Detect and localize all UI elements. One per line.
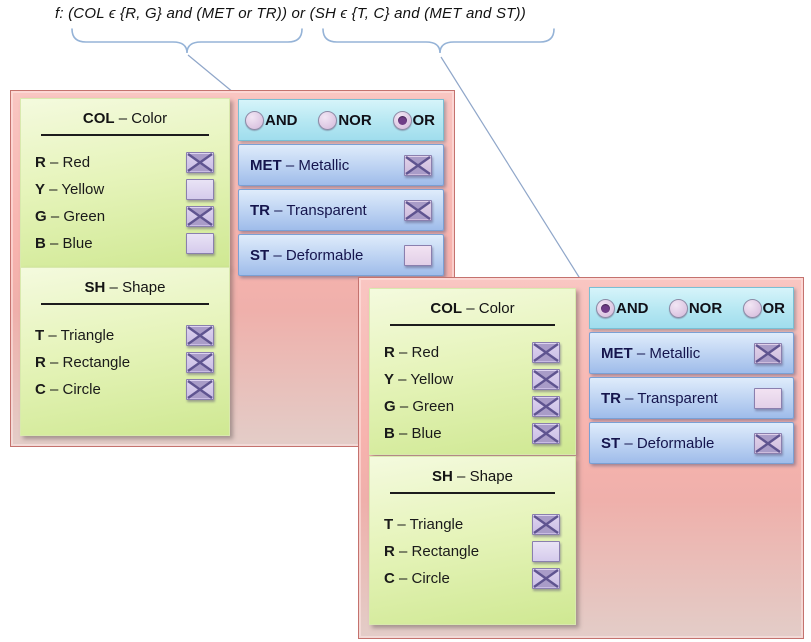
right-met-row: MET – Metallic — [589, 332, 794, 374]
nor-radio-icon[interactable] — [318, 110, 338, 130]
right-sh-item-rectangle: R – Rectangle — [370, 538, 575, 565]
left-col-header-code: COL — [82, 110, 115, 127]
left-sh-box: SH – Shape T – Triangle R – Rectangle C … — [20, 267, 230, 436]
right-brace — [322, 28, 555, 54]
left-sh-item-triangle: T – Triangle — [21, 322, 229, 349]
right-met-checkbox[interactable] — [754, 342, 782, 364]
left-col-item-yellow: Y – Yellow — [21, 176, 229, 203]
right-connector-line — [440, 56, 585, 286]
right-col-item-blue: B – Blue — [370, 420, 575, 447]
left-col-green-checkbox[interactable] — [186, 206, 214, 227]
left-st-row: ST – Deformable — [238, 234, 444, 276]
left-logic-radio-row: AND NOR OR — [238, 99, 444, 141]
right-col-yellow-checkbox[interactable] — [532, 369, 560, 390]
right-sh-header: SH – Shape — [432, 468, 513, 485]
checkbox-x-icon — [533, 515, 559, 534]
left-col-item-blue: B – Blue — [21, 230, 229, 257]
right-col-blue-checkbox[interactable] — [532, 423, 560, 444]
or-radio-icon[interactable] — [742, 298, 762, 318]
right-st-checkbox[interactable] — [754, 432, 782, 454]
checkbox-x-icon — [187, 326, 213, 345]
left-tr-row: TR – Transparent — [238, 189, 444, 231]
right-radio-option-and[interactable]: AND — [596, 298, 649, 318]
right-col-item-yellow: Y – Yellow — [370, 366, 575, 393]
right-logic-radio-row: AND NOR OR — [589, 287, 794, 329]
checkbox-x-icon — [187, 153, 213, 172]
left-met-checkbox[interactable] — [404, 154, 432, 176]
left-sh-circle-checkbox[interactable] — [186, 379, 214, 400]
left-col-header-rest: – Color — [114, 110, 168, 127]
left-sh-item-circle: C – Circle — [21, 376, 229, 403]
checkbox-x-icon — [187, 207, 213, 226]
left-sh-header: SH – Shape — [84, 279, 166, 296]
right-sh-underline — [390, 492, 555, 494]
checkbox-x-icon — [533, 397, 559, 416]
right-col-underline — [390, 324, 555, 326]
left-met-row: MET – Metallic — [238, 144, 444, 186]
checkbox-x-icon — [187, 353, 213, 372]
left-radio-option-nor[interactable]: NOR — [318, 110, 372, 130]
right-col-item-green: G – Green — [370, 393, 575, 420]
right-tr-checkbox[interactable] — [754, 387, 782, 409]
checkbox-x-icon — [405, 155, 431, 175]
right-col-red-checkbox[interactable] — [532, 342, 560, 363]
left-sh-rectangle-checkbox[interactable] — [186, 352, 214, 373]
checkbox-x-icon — [755, 343, 781, 363]
checkbox-x-icon — [533, 343, 559, 362]
right-radio-option-or[interactable]: OR — [742, 298, 785, 318]
right-sh-rectangle-checkbox[interactable] — [532, 541, 560, 562]
left-col-underline — [41, 134, 209, 136]
left-col-header: COL – Color — [21, 99, 229, 127]
right-logic-group: AND NOR OR MET – Metallic TR – Transpare… — [589, 287, 794, 467]
checkbox-x-icon — [533, 569, 559, 588]
left-tr-checkbox[interactable] — [404, 199, 432, 221]
right-col-box: COL – Color R – Red Y – Yellow G – Green… — [369, 288, 576, 455]
right-col-item-red: R – Red — [370, 339, 575, 366]
checkbox-x-icon — [187, 380, 213, 399]
left-radio-option-and[interactable]: AND — [245, 110, 298, 130]
and-radio-icon[interactable] — [245, 110, 264, 130]
left-brace — [71, 28, 303, 54]
left-col-item-green: G – Green — [21, 203, 229, 230]
right-sh-box: SH – Shape T – Triangle R – Rectangle C … — [369, 456, 576, 625]
left-st-checkbox[interactable] — [404, 244, 432, 266]
right-clause-panel: COL – Color R – Red Y – Yellow G – Green… — [358, 277, 804, 639]
right-sh-item-circle: C – Circle — [370, 565, 575, 592]
left-connector-line — [187, 54, 235, 94]
right-radio-option-nor[interactable]: NOR — [668, 298, 722, 318]
left-radio-option-or[interactable]: OR — [392, 110, 435, 130]
right-sh-item-triangle: T – Triangle — [370, 511, 575, 538]
and-radio-icon[interactable] — [596, 298, 615, 318]
right-sh-triangle-checkbox[interactable] — [532, 514, 560, 535]
left-col-item-red: R – Red — [21, 149, 229, 176]
right-col-green-checkbox[interactable] — [532, 396, 560, 417]
checkbox-x-icon — [755, 433, 781, 453]
left-clause-panel: COL – Color R – Red Y – Yellow G – Green… — [10, 90, 455, 447]
left-logic-group: AND NOR OR MET – Metallic TR – Transpare… — [238, 99, 444, 279]
checkbox-x-icon — [533, 424, 559, 443]
right-tr-row: TR – Transparent — [589, 377, 794, 419]
checkbox-x-icon — [405, 200, 431, 220]
left-col-box: COL – Color R – Red Y – Yellow G – Green… — [20, 98, 230, 268]
left-col-blue-checkbox[interactable] — [186, 233, 214, 254]
right-st-row: ST – Deformable — [589, 422, 794, 464]
right-col-header: COL – Color — [430, 300, 515, 317]
left-col-red-checkbox[interactable] — [186, 152, 214, 173]
nor-radio-icon[interactable] — [668, 298, 688, 318]
right-sh-circle-checkbox[interactable] — [532, 568, 560, 589]
left-sh-underline — [41, 303, 209, 305]
left-sh-item-rectangle: R – Rectangle — [21, 349, 229, 376]
left-sh-triangle-checkbox[interactable] — [186, 325, 214, 346]
or-radio-icon[interactable] — [392, 110, 412, 130]
formula-text: f: (COL ϵ {R, G} and (MET or TR)) or (SH… — [55, 5, 526, 22]
left-col-yellow-checkbox[interactable] — [186, 179, 214, 200]
checkbox-x-icon — [533, 370, 559, 389]
